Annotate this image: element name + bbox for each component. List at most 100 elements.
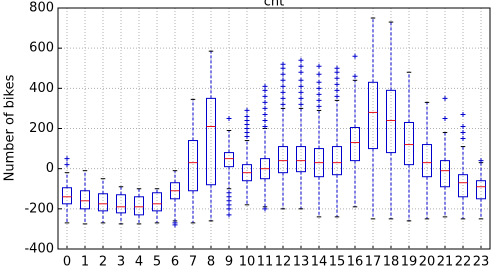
box: [80, 190, 90, 210]
x-tick-label: 12: [275, 255, 292, 270]
x-tick-label: 19: [401, 255, 418, 270]
flier: [244, 107, 250, 113]
x-tick-label: 14: [311, 255, 328, 270]
box: [332, 146, 342, 176]
flier: [334, 65, 340, 71]
x-tick-label: 18: [383, 255, 400, 270]
flier: [316, 85, 322, 91]
x-tick-label: 5: [153, 255, 161, 270]
flier: [280, 101, 286, 107]
flier: [280, 71, 286, 77]
plot-frame: [57, 7, 491, 250]
flier: [460, 123, 466, 129]
y-tick-label: -200: [24, 201, 54, 216]
flier: [316, 97, 322, 103]
y-tick-label: -400: [24, 242, 54, 257]
flier: [280, 95, 286, 101]
y-tick-label: 600: [29, 41, 54, 56]
flier: [298, 57, 304, 63]
box: [386, 89, 396, 154]
flier: [352, 73, 358, 79]
flier: [280, 83, 286, 89]
box: [278, 146, 288, 174]
box: [404, 121, 414, 166]
flier: [334, 93, 340, 99]
flier: [298, 89, 304, 95]
x-tick-label: 8: [207, 255, 215, 270]
box: [152, 192, 162, 212]
flier: [298, 83, 304, 89]
x-tick-label: 20: [419, 255, 436, 270]
flier: [226, 212, 232, 218]
x-tick-label: 17: [365, 255, 382, 270]
x-tick-label: 9: [225, 255, 233, 270]
flier: [64, 162, 70, 168]
flier: [460, 136, 466, 142]
y-axis-label: Number of bikes: [3, 74, 18, 181]
flier: [298, 95, 304, 101]
box: [422, 144, 432, 178]
x-tick-label: 15: [329, 255, 346, 270]
y-tick-label: 800: [29, 1, 54, 16]
flier: [262, 111, 268, 117]
x-tick-label: 3: [117, 255, 125, 270]
flier: [262, 99, 268, 105]
box: [62, 187, 72, 205]
box: [116, 194, 126, 214]
y-tick-label: 400: [29, 81, 54, 96]
flier: [262, 83, 268, 89]
x-tick-label: 4: [135, 255, 143, 270]
x-tick-label: 23: [473, 255, 490, 270]
flier: [334, 75, 340, 81]
flier: [316, 103, 322, 109]
flier: [280, 77, 286, 83]
flier: [262, 105, 268, 111]
box: [350, 126, 360, 162]
flier: [316, 91, 322, 97]
box: [296, 146, 306, 173]
flier: [280, 89, 286, 95]
box: [458, 174, 468, 198]
box: [134, 196, 144, 216]
box: [440, 160, 450, 188]
y-tick-label: 200: [29, 121, 54, 136]
flier: [478, 158, 484, 164]
flier: [226, 206, 232, 212]
box: [98, 193, 108, 212]
flier: [244, 113, 250, 119]
x-tick-label: 21: [437, 255, 454, 270]
flier: [298, 69, 304, 75]
chart-title: cnt: [264, 0, 284, 10]
flier: [352, 53, 358, 59]
box: [188, 140, 198, 192]
box: [476, 180, 486, 200]
box: [206, 97, 216, 186]
flier: [298, 77, 304, 83]
flier: [298, 101, 304, 107]
flier: [334, 81, 340, 87]
x-tick-label: 13: [293, 255, 310, 270]
flier: [172, 222, 178, 228]
flier: [334, 87, 340, 93]
x-tick-label: 22: [455, 255, 472, 270]
flier: [262, 123, 268, 129]
flier: [442, 115, 448, 121]
box: [224, 152, 234, 168]
flier: [262, 206, 268, 212]
x-tick-label: 0: [63, 255, 71, 270]
x-tick-label: 10: [239, 255, 256, 270]
flier: [460, 111, 466, 117]
x-tick-label: 1: [81, 255, 89, 270]
x-tick-label: 2: [99, 255, 107, 270]
flier: [262, 93, 268, 99]
y-tick-label: 0: [46, 161, 54, 176]
flier: [298, 63, 304, 69]
flier: [316, 63, 322, 69]
x-tick-label: 7: [189, 255, 197, 270]
x-tick-label: 6: [171, 255, 179, 270]
x-tick-label: 16: [347, 255, 364, 270]
flier: [316, 71, 322, 77]
flier: [280, 61, 286, 67]
flier: [262, 117, 268, 123]
